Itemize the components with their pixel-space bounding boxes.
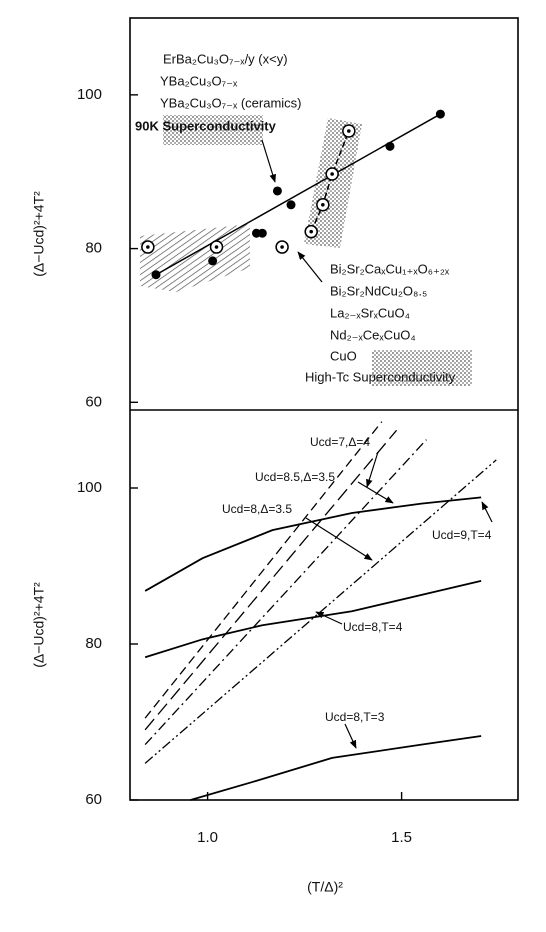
annotation: YBa₂Cu₃O₇₋ₓ (ceramics) [160, 95, 302, 110]
plot-frame [129, 17, 519, 801]
y-tick-label: 80 [85, 240, 102, 257]
arrow [315, 611, 343, 625]
y-tick-label: 100 [77, 86, 102, 103]
arrow [357, 481, 394, 504]
marker-dot [146, 245, 150, 249]
chart-layer: 60 80 100 (Δ−Ucd)²+4T² ErBa₂Cu₃O₇₋ₓ/y (x<y) Y… [31, 51, 497, 895]
curve [190, 735, 482, 801]
arrow [305, 517, 373, 561]
curve [144, 429, 398, 731]
annotation: Bi₂Sr₂CaₓCu₁₊ₓO₆₊₂ₓ [330, 261, 450, 276]
marker-dot [280, 245, 284, 249]
x-axis-label: (T/Δ)² [307, 879, 343, 895]
y-tick-label: 100 [77, 479, 102, 496]
stippled-region [304, 118, 362, 248]
arrow [297, 251, 323, 283]
trend-line [155, 113, 441, 276]
curve [144, 439, 427, 746]
annotation: Bi₂Sr₂NdCu₂O₈.₅ [330, 283, 427, 298]
curve [144, 421, 383, 719]
data-point [151, 270, 161, 280]
hatched-region [140, 224, 250, 292]
data-point [257, 228, 267, 238]
data-point [286, 200, 296, 210]
curve [144, 579, 482, 659]
annotation: High-Tc Superconductivity [305, 369, 456, 384]
data-point [208, 256, 218, 266]
curve-label: Ucd=9,T=4 [432, 528, 492, 542]
arrow [344, 723, 357, 749]
curve-label: Ucd=8,Δ=3.5 [222, 502, 292, 516]
marker-dot [330, 172, 334, 176]
data-point [272, 186, 282, 196]
x-tick-label: 1.5 [391, 829, 412, 846]
marker-dot [347, 129, 351, 133]
y-tick-label: 60 [85, 791, 102, 808]
curve-label: Ucd=7,Δ=4 [310, 435, 370, 449]
stippled-box [372, 350, 472, 386]
arrow [366, 451, 379, 488]
x-tick-label: 1.0 [197, 829, 218, 846]
curve [144, 459, 497, 764]
curve-label: Ucd=8,T=3 [325, 710, 385, 724]
data-point [435, 109, 445, 119]
marker-dot [214, 245, 219, 249]
annotation: YBa₂Cu₃O₇₋ₓ [160, 73, 238, 88]
y-tick-label: 60 [85, 393, 102, 410]
stippled-box [163, 115, 263, 145]
annotation: ErBa₂Cu₃O₇₋ₓ/y (x<y) [163, 51, 288, 66]
y-tick-label: 80 [85, 635, 102, 652]
curve-label: Ucd=8.5,Δ=3.5 [255, 470, 335, 484]
marker-dot [309, 229, 313, 234]
annotation: 90K Superconductivity [135, 118, 277, 133]
y-axis-label: (Δ−Ucd)²+4T² [31, 582, 47, 668]
marker-dot [321, 202, 325, 207]
arrow [261, 139, 276, 183]
y-axis-label: (Δ−Ucd)²+4T² [31, 191, 47, 277]
arrow [481, 501, 493, 523]
annotation: La₂₋ₓSrₓCuO₄ [330, 305, 410, 320]
curve-label: Ucd=8,T=4 [343, 620, 403, 634]
annotation: CuO [330, 348, 357, 363]
data-point [385, 141, 395, 151]
trend-line [310, 130, 350, 232]
curve [144, 496, 482, 592]
annotation: Nd₂₋ₓCeₓCuO₄ [330, 327, 416, 342]
